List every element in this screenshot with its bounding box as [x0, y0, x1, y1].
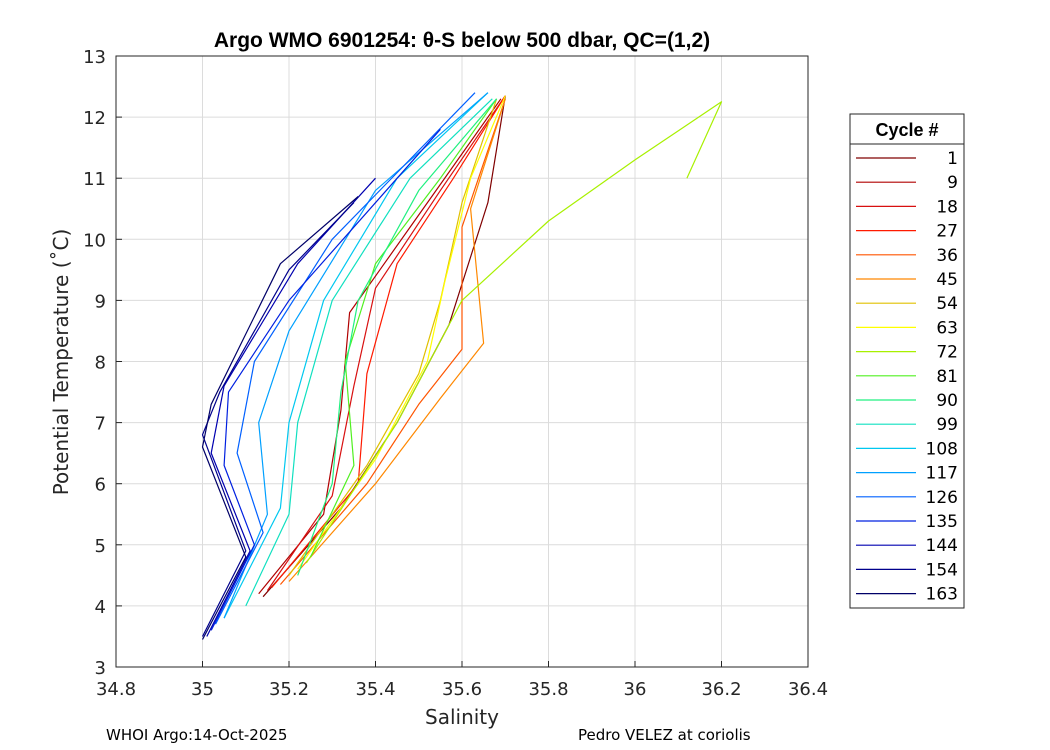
series-line-cycle-27 [271, 95, 506, 588]
legend-label-cycle-154: 154 [926, 560, 958, 580]
y-tick-label: 8 [95, 353, 106, 374]
y-tick-label: 5 [95, 536, 106, 557]
series-line-cycle-63 [297, 95, 506, 570]
legend: Cycle # 1 9 18 27 36 45 54 63 72 81 90 99 108 117 126 1… [849, 113, 965, 609]
ticks: 34.8 35 35.2 35.4 35.6 35.8 36 36.2 36.4 3 4 5 6 7 8 9 1… [83, 47, 828, 700]
series-line-cycle-108 [223, 92, 489, 619]
x-tick-label: 35.6 [442, 679, 482, 700]
legend-label-cycle-72: 72 [936, 343, 958, 363]
chart-title: Argo WMO 6901254: θ-S below 500 dbar, QC… [214, 29, 710, 52]
y-tick-label: 6 [95, 475, 106, 496]
legend-label-cycle-81: 81 [936, 367, 958, 387]
legend-label-cycle-135: 135 [926, 512, 958, 532]
x-tick-label: 35.4 [355, 679, 395, 700]
legend-label-cycle-117: 117 [926, 464, 958, 484]
series-lines [201, 92, 723, 640]
series-line-cycle-126 [214, 92, 476, 625]
series-line-cycle-72 [305, 101, 723, 564]
legend-box [849, 113, 965, 609]
footer-right: Pedro VELEZ at coriolis [578, 726, 751, 744]
legend-label-cycle-1: 1 [947, 149, 958, 169]
legend-label-cycle-108: 108 [926, 439, 958, 459]
series-line-cycle-54 [288, 98, 498, 576]
legend-label-cycle-54: 54 [936, 294, 958, 314]
legend-title: Cycle # [875, 120, 938, 140]
series-line-cycle-154 [201, 202, 355, 637]
footer-left: WHOI Argo:14-Oct-2025 [106, 726, 288, 744]
x-tick-label: 36 [624, 679, 647, 700]
series-line-cycle-135 [210, 128, 441, 631]
x-tick-label: 34.8 [96, 679, 136, 700]
x-tick-label: 35.8 [528, 679, 568, 700]
legend-label-cycle-18: 18 [936, 197, 958, 217]
x-tick-label: 36.4 [788, 679, 828, 700]
series-line-cycle-117 [223, 92, 489, 619]
legend-label-cycle-45: 45 [936, 270, 958, 290]
series-line-cycle-36 [279, 98, 506, 585]
legend-label-cycle-126: 126 [926, 488, 958, 508]
x-axis-label: Salinity [425, 705, 499, 729]
legend-label-cycle-163: 163 [926, 585, 958, 605]
y-tick-label: 7 [95, 414, 106, 435]
y-axis-label: Potential Temperature (˚C) [49, 229, 73, 496]
series-line-cycle-163 [201, 196, 359, 640]
x-tick-label: 35.2 [269, 679, 309, 700]
legend-label-cycle-99: 99 [936, 415, 958, 435]
series-line-cycle-99 [245, 98, 493, 607]
y-tick-label: 10 [83, 230, 106, 251]
y-tick-label: 3 [95, 658, 106, 679]
series-line-cycle-90 [297, 98, 498, 576]
y-tick-label: 13 [83, 47, 106, 68]
y-tick-label: 4 [95, 597, 106, 618]
x-tick-label: 36.2 [701, 679, 741, 700]
y-tick-label: 11 [83, 169, 106, 190]
series-line-cycle-45 [288, 98, 506, 582]
series-line-cycle-81 [310, 98, 498, 558]
legend-label-cycle-27: 27 [936, 222, 958, 242]
legend-label-cycle-9: 9 [947, 173, 958, 193]
legend-label-cycle-63: 63 [936, 318, 958, 338]
legend-label-cycle-36: 36 [936, 246, 958, 266]
y-tick-label: 12 [83, 108, 106, 129]
series-line-cycle-144 [206, 177, 376, 637]
y-tick-label: 9 [95, 291, 106, 312]
x-tick-label: 35 [191, 679, 214, 700]
legend-label-cycle-90: 90 [936, 391, 958, 411]
legend-label-cycle-144: 144 [926, 536, 958, 556]
